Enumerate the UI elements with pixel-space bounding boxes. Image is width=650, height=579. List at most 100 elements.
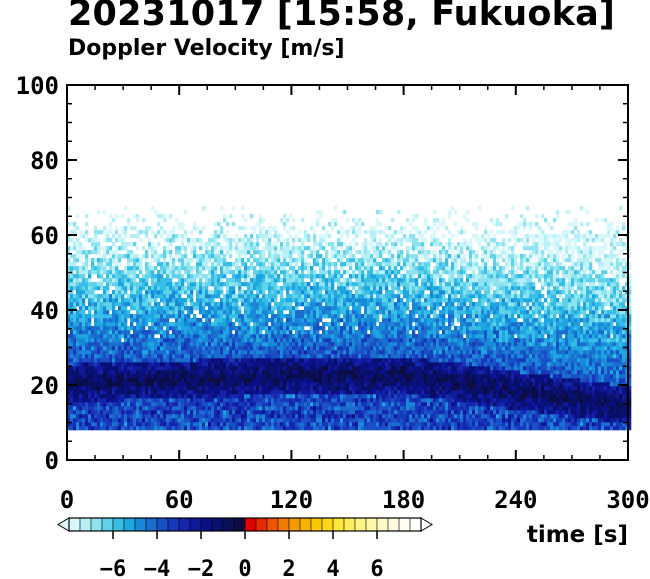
heatmap-cell: [286, 314, 290, 319]
heatmap-cell: [343, 366, 347, 371]
heatmap-cell: [370, 230, 374, 235]
heatmap-cell: [100, 230, 104, 235]
heatmap-cell: [367, 374, 371, 379]
heatmap-cell: [79, 406, 83, 411]
heatmap-cell: [151, 410, 155, 415]
heatmap-cell: [340, 354, 344, 359]
heatmap-cell: [247, 318, 251, 323]
heatmap-cell: [355, 370, 359, 375]
heatmap-cell: [169, 350, 173, 355]
heatmap-cell: [172, 350, 176, 355]
heatmap-cell: [121, 246, 125, 251]
heatmap-cell: [250, 426, 254, 431]
heatmap-cell: [70, 330, 74, 335]
heatmap-cell: [379, 366, 383, 371]
heatmap-cell: [238, 290, 242, 295]
heatmap-cell: [169, 418, 173, 423]
heatmap-cell: [316, 410, 320, 415]
heatmap-cell: [364, 390, 368, 395]
heatmap-cell: [214, 374, 218, 379]
heatmap-cell: [163, 266, 167, 271]
heatmap-cell: [97, 410, 101, 415]
heatmap-cell: [112, 290, 116, 295]
heatmap-cell: [127, 294, 131, 299]
heatmap-cell: [274, 394, 278, 399]
heatmap-cell: [346, 334, 350, 339]
heatmap-cell: [169, 278, 173, 283]
heatmap-cell: [304, 330, 308, 335]
heatmap-cell: [220, 230, 224, 235]
heatmap-cell: [226, 334, 230, 339]
heatmap-cell: [373, 250, 377, 255]
heatmap-cell: [361, 346, 365, 351]
heatmap-cell: [151, 274, 155, 279]
heatmap-cell: [328, 222, 332, 227]
heatmap-cell: [373, 374, 377, 379]
heatmap-cell: [145, 294, 149, 299]
heatmap-cell: [358, 334, 362, 339]
heatmap-cell: [181, 226, 185, 231]
heatmap-cell: [160, 314, 164, 319]
heatmap-cell: [202, 258, 206, 263]
heatmap-cell: [388, 322, 392, 327]
heatmap-cell: [91, 402, 95, 407]
heatmap-cell: [253, 398, 257, 403]
heatmap-cell: [184, 318, 188, 323]
heatmap-cell: [337, 390, 341, 395]
heatmap-cell: [355, 242, 359, 247]
heatmap-cell: [229, 310, 233, 315]
heatmap-cell: [316, 398, 320, 403]
heatmap-cell: [115, 314, 119, 319]
heatmap-cell: [154, 330, 158, 335]
heatmap-cell: [229, 398, 233, 403]
heatmap-cell: [226, 402, 230, 407]
heatmap-cell: [295, 394, 299, 399]
heatmap-cell: [187, 258, 191, 263]
heatmap-cell: [130, 294, 134, 299]
heatmap-cell: [214, 354, 218, 359]
heatmap-cell: [358, 286, 362, 291]
heatmap-cell: [364, 422, 368, 427]
heatmap-cell: [157, 306, 161, 311]
heatmap-cell: [196, 238, 200, 243]
heatmap-cell: [76, 302, 80, 307]
heatmap-cell: [370, 386, 374, 391]
heatmap-cell: [370, 382, 374, 387]
heatmap-cell: [280, 298, 284, 303]
heatmap-cell: [271, 286, 275, 291]
heatmap-cell: [268, 254, 272, 259]
heatmap-cell: [325, 366, 329, 371]
heatmap-cell: [196, 298, 200, 303]
heatmap-cell: [256, 290, 260, 295]
heatmap-cell: [247, 338, 251, 343]
heatmap-cell: [283, 362, 287, 367]
heatmap-cell: [241, 246, 245, 251]
heatmap-cell: [175, 246, 179, 251]
heatmap-cell: [223, 370, 227, 375]
heatmap-cell: [244, 278, 248, 283]
heatmap-cell: [277, 262, 281, 267]
heatmap-cell: [334, 354, 338, 359]
heatmap-cell: [262, 426, 266, 431]
heatmap-cell: [283, 326, 287, 331]
heatmap-cell: [157, 258, 161, 263]
heatmap-cell: [367, 370, 371, 375]
heatmap-cell: [142, 282, 146, 287]
heatmap-cell: [214, 418, 218, 423]
heatmap-cell: [67, 238, 71, 243]
heatmap-cell: [133, 414, 137, 419]
heatmap-cell: [106, 246, 110, 251]
heatmap-cell: [112, 390, 116, 395]
heatmap-cell: [343, 418, 347, 423]
heatmap-cell: [190, 374, 194, 379]
heatmap-cell: [160, 410, 164, 415]
heatmap-cell: [385, 278, 389, 283]
heatmap-cell: [148, 426, 152, 431]
heatmap-cell: [382, 314, 386, 319]
heatmap-cell: [334, 334, 338, 339]
heatmap-cell: [268, 298, 272, 303]
heatmap-cell: [169, 354, 173, 359]
heatmap-cell: [145, 406, 149, 411]
heatmap-cell: [82, 270, 86, 275]
heatmap-cell: [109, 358, 113, 363]
